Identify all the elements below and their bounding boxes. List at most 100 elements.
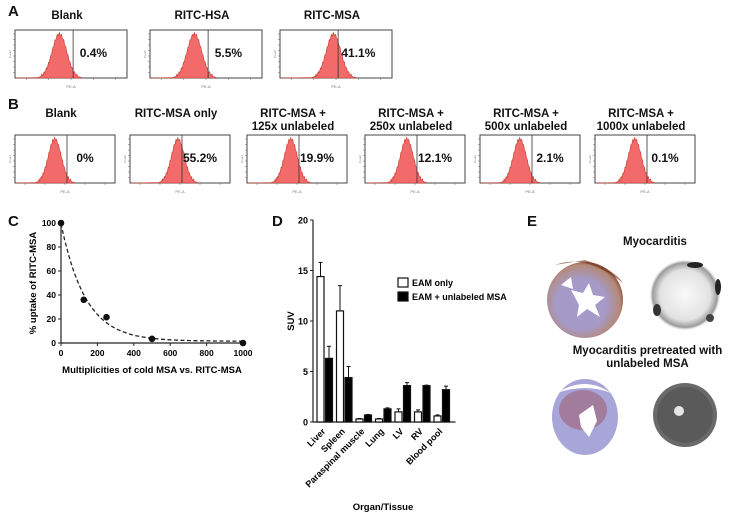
histogram-y-label: Count (123, 155, 127, 163)
d-bar-eam-only (413, 411, 423, 423)
histogram-percent: 0.1% (651, 151, 679, 165)
histogram-distribution (15, 31, 82, 79)
d-y-tick-label: 5 (303, 367, 308, 377)
histogram-percent: 0% (76, 151, 94, 165)
histogram-x-label: PE-A (66, 84, 76, 89)
c-x-tick-label: 400 (127, 348, 141, 358)
histogram-y-label: Count (143, 50, 147, 58)
d-y-tick-label: 0 (303, 418, 308, 428)
d-legend-swatch (397, 291, 409, 302)
d-y-tick-label: 15 (298, 266, 308, 276)
histogram-A-2: RITC-MSA Count PE-A 41.1% (270, 10, 394, 92)
histogram-distribution (480, 136, 540, 184)
histogram-frame (594, 134, 696, 184)
histogram-distribution (595, 136, 655, 184)
histogram-y-label: Count (473, 155, 477, 163)
panel-label-c: C (8, 213, 19, 230)
panel-label-e: E (527, 213, 538, 230)
c-y-tick-label: 100 (42, 218, 56, 228)
histogram-distribution (130, 136, 198, 184)
c-y-tick-label: 60 (47, 266, 57, 276)
c-x-tick-label: 1000 (234, 348, 253, 358)
histogram-y-label: Count (588, 155, 592, 163)
histogram-x-label: PE-A (640, 189, 650, 194)
histogram-distribution (365, 136, 427, 184)
histogram-title: RITC-MSA only (134, 108, 218, 120)
c-data-point (103, 313, 110, 321)
myocarditis-images (547, 259, 721, 338)
d-bar-eam-unlabeled (383, 408, 392, 423)
histogram-percent: 12.1% (417, 151, 453, 165)
c-fit-curve (60, 223, 243, 342)
histogram-B-4: RITC-MSA + 500x unlabeled Count PE-A 2.1% (470, 108, 582, 197)
histogram-title: RITC-MSA + 1000x unlabeled (596, 108, 686, 133)
c-x-tick-label: 200 (90, 348, 104, 358)
histogram-percent: 55.2% (182, 151, 218, 165)
pet-image-pretreated (653, 383, 717, 447)
histogram-B-5: RITC-MSA + 1000x unlabeled Count PE-A 0.1% (585, 108, 697, 197)
d-y-axis-label: SUV (286, 311, 297, 331)
d-y-tick-label: 10 (298, 317, 308, 327)
histogram-title: Blank (45, 108, 77, 120)
panel-label-b: B (8, 96, 19, 113)
panel-label-a: A (8, 3, 19, 20)
histogram-A-0: Blank Count PE-A 0.4% (5, 10, 129, 92)
d-category-label: Blood pool (404, 426, 444, 466)
histogram-title: RITC-MSA + 125x unlabeled (251, 108, 335, 133)
d-bar-eam-unlabeled (402, 385, 412, 423)
d-category-label: Lung (363, 426, 386, 449)
c-y-tick-label: 40 (47, 290, 57, 300)
histogram-A-1: RITC-HSA Count PE-A 5.5% (140, 10, 264, 92)
d-bar-eam-only (374, 418, 384, 423)
histogram-percent: 5.5% (214, 46, 243, 60)
histogram-percent: 0.4% (79, 46, 108, 60)
c-x-tick-label: 800 (200, 348, 214, 358)
histogram-title: RITC-MSA + 500x unlabeled (484, 108, 568, 133)
d-category-label: LV (391, 426, 406, 441)
histogram-distribution (280, 31, 356, 79)
pretreated-images (552, 379, 717, 455)
histogram-distribution (247, 136, 311, 184)
histogram-x-label: PE-A (175, 189, 185, 194)
c-x-tick-label: 600 (163, 348, 177, 358)
c-y-axis-label: % uptake of RITC-MSA (28, 232, 39, 335)
d-bar-eam-unlabeled (324, 357, 334, 423)
d-bar-eam-only (355, 418, 364, 423)
histology-image-myocarditis (547, 260, 623, 338)
d-x-axis-label: Organ/Tissue (353, 502, 414, 513)
histogram-x-label: PE-A (331, 84, 341, 89)
d-legend-label: EAM only (412, 278, 453, 288)
d-bar-eam-only (335, 310, 345, 423)
c-y-tick-label: 80 (47, 242, 57, 252)
c-data-point (148, 335, 156, 343)
histogram-x-label: PE-A (292, 189, 302, 194)
histogram-title: RITC-MSA + 250x unlabeled (369, 108, 453, 133)
histogram-title: RITC-MSA (303, 10, 361, 22)
pet-image-myocarditis (649, 259, 721, 331)
histogram-title: RITC-HSA (174, 10, 230, 22)
d-bar-eam-unlabeled (344, 376, 353, 423)
histogram-B-3: RITC-MSA + 250x unlabeled Count PE-A 12.1% (355, 108, 467, 197)
d-legend-swatch (397, 277, 409, 288)
histogram-percent: 2.1% (536, 151, 564, 165)
d-bar-eam-unlabeled (422, 385, 431, 423)
c-data-point (80, 296, 88, 304)
histogram-y-label: Count (8, 50, 12, 58)
histogram-percent: 41.1% (341, 46, 376, 60)
histogram-y-label: Count (358, 155, 362, 163)
histogram-B-0: Blank Count PE-A 0% (5, 108, 117, 197)
histogram-title: Blank (51, 10, 83, 22)
d-y-tick-label: 20 (298, 216, 308, 226)
histogram-y-label: Count (273, 50, 277, 58)
c-y-tick-label: 20 (47, 314, 57, 324)
histogram-x-label: PE-A (525, 189, 535, 194)
d-bar-eam-only (394, 411, 403, 423)
d-bar-eam-unlabeled (441, 389, 451, 423)
d-bar-eam-only (433, 415, 442, 423)
c-x-axis-label: Multiplicities of cold MSA vs. RITC-MSA (62, 365, 242, 375)
c-x-tick-label: 0 (59, 348, 64, 358)
histology-image-pretreated (552, 379, 618, 455)
histogram-x-label: PE-A (410, 189, 420, 194)
